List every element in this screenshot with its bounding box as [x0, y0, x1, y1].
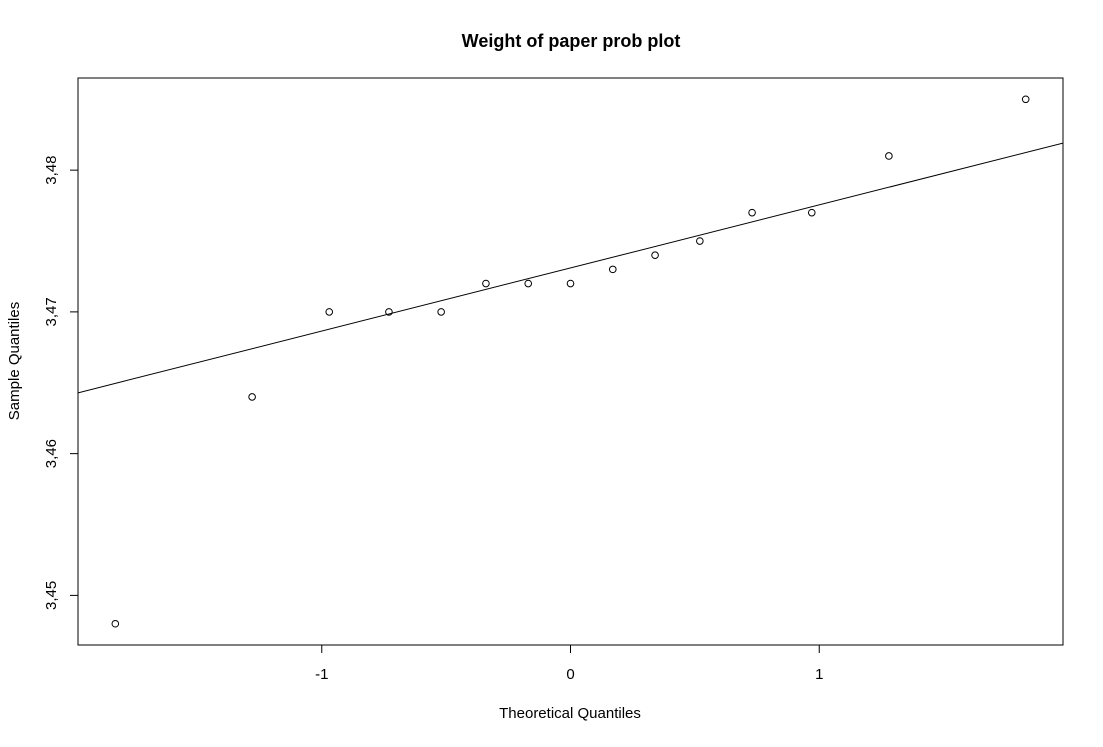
y-axis: 3,45 3,46 3,47 3,48 [43, 156, 78, 610]
data-point [608, 265, 617, 274]
data-point [1021, 95, 1030, 104]
data-point [482, 279, 490, 288]
points-layer [111, 95, 1030, 628]
data-point [248, 393, 256, 401]
data-point [325, 308, 334, 316]
qq-reference-line [78, 142, 1063, 394]
x-tick-label: 1 [815, 666, 823, 683]
y-tick-label: 3,46 [43, 439, 60, 468]
data-point [111, 619, 120, 628]
y-axis-label: Sample Quantiles [6, 302, 23, 420]
x-tick-label: -1 [315, 666, 328, 683]
data-point [385, 308, 393, 316]
data-point [807, 208, 816, 217]
data-point [748, 208, 756, 217]
data-point [437, 308, 445, 316]
y-tick-label: 3,48 [43, 156, 60, 185]
plot-frame [77, 77, 1064, 646]
data-point [524, 279, 533, 288]
chart-title: Weight of paper prob plot [462, 31, 681, 51]
reference-line-layer [78, 142, 1063, 394]
x-tick-label: 0 [566, 666, 574, 683]
y-tick-label: 3,45 [43, 581, 60, 610]
x-axis-label: Theoretical Quantiles [499, 705, 641, 722]
data-point [885, 152, 893, 160]
data-point [566, 279, 575, 288]
data-point [651, 251, 659, 259]
data-point [696, 237, 704, 245]
x-axis: -1 0 1 [315, 645, 823, 683]
y-tick-label: 3,47 [43, 297, 60, 326]
